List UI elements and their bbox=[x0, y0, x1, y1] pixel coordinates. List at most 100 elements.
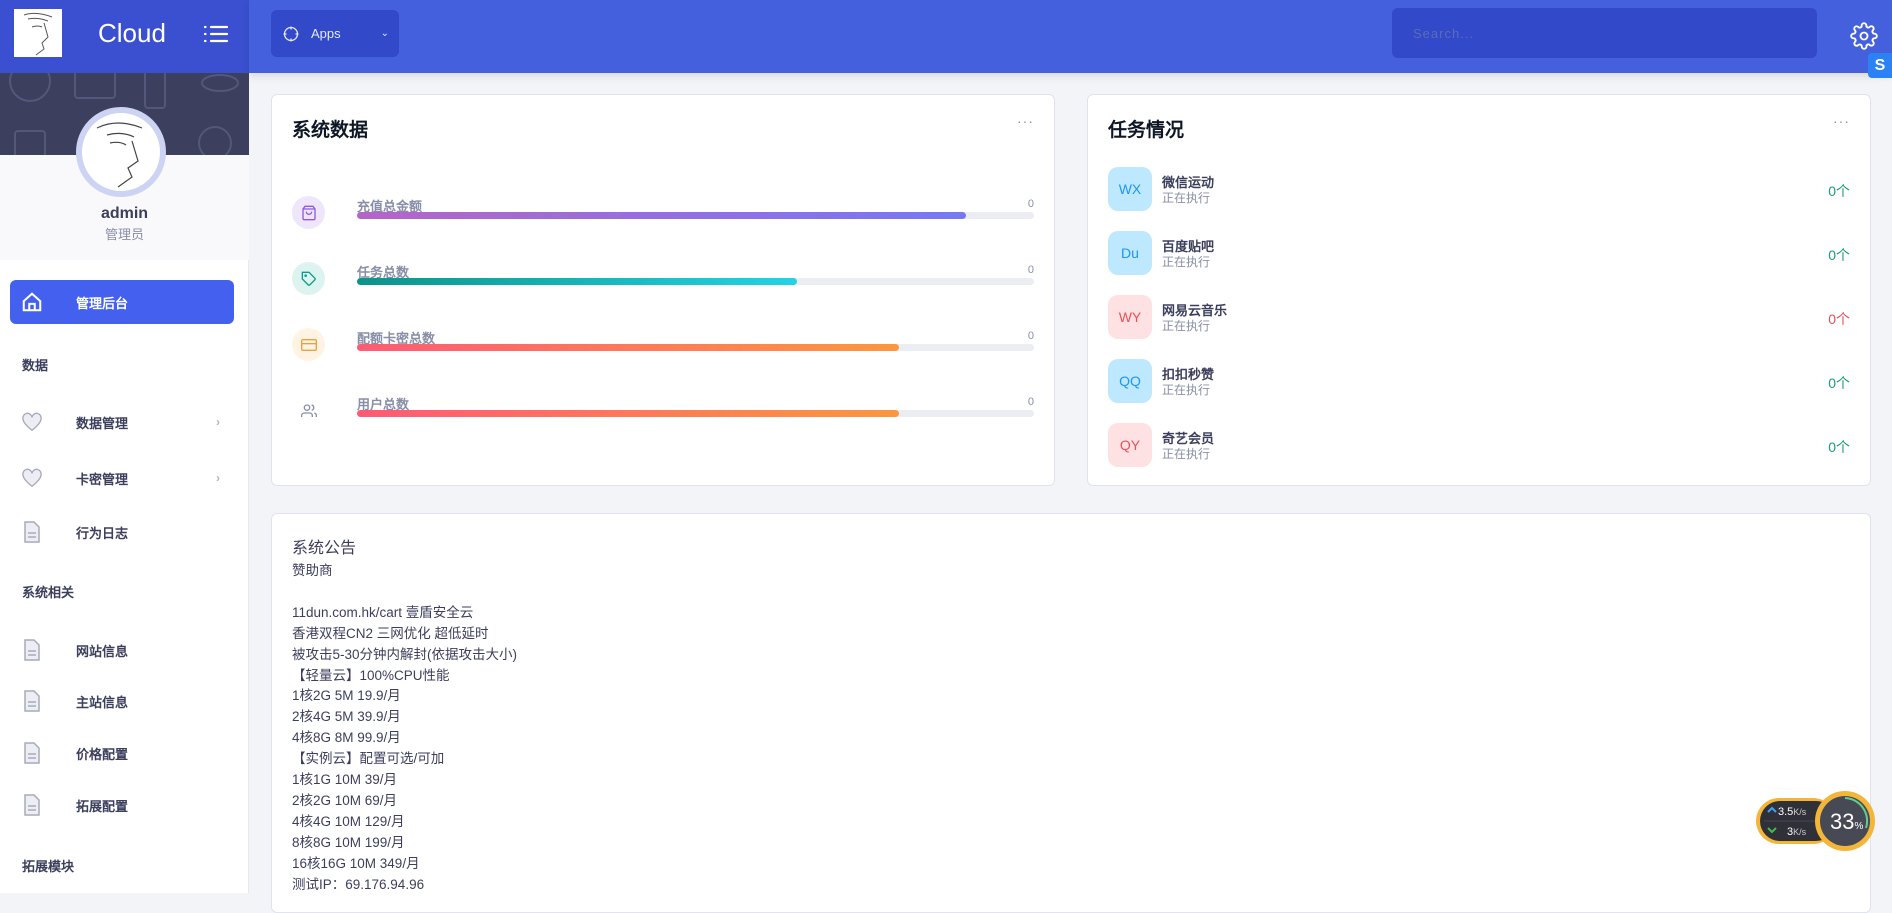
notice-line: 2核4G 5M 39.9/月 bbox=[292, 709, 401, 725]
sidebar-item[interactable]: 数据管理 › bbox=[10, 400, 234, 444]
avatar[interactable] bbox=[76, 107, 166, 197]
menu-toggle-icon[interactable] bbox=[203, 24, 229, 44]
extension-badge[interactable]: S bbox=[1868, 53, 1892, 78]
sidebar-item[interactable]: 拓展配置 bbox=[10, 783, 234, 827]
tag-icon bbox=[292, 262, 325, 295]
sidebar-section-title: 系统相关 bbox=[22, 585, 75, 600]
sidebar-item[interactable]: 价格配置 bbox=[10, 731, 234, 775]
task-name: 微信运动 bbox=[1162, 175, 1215, 190]
sidebar-item[interactable]: 主站信息 bbox=[10, 679, 234, 723]
heart-icon bbox=[20, 468, 44, 488]
task-avatar: QY bbox=[1108, 423, 1152, 467]
task-status-card: 任务情况 ··· WX 微信运动 正在执行 0个 Du 百度贴吧 正在执行 0个 W… bbox=[1087, 94, 1871, 486]
more-options-icon[interactable]: ··· bbox=[1017, 113, 1034, 129]
notice-line: 2核2G 10M 69/月 bbox=[292, 792, 398, 808]
chevron-right-icon: › bbox=[216, 471, 220, 485]
stat-value: 0 bbox=[1027, 198, 1034, 210]
sidebar-section-title: 数据 bbox=[22, 358, 49, 373]
task-count: 0个 bbox=[1828, 439, 1850, 455]
progress-fill bbox=[357, 278, 798, 285]
stat-row: 用户总数 0 bbox=[292, 394, 1034, 434]
notice-line: 11dun.com.hk/cart 壹盾安全云 bbox=[292, 604, 474, 620]
notice-line: 【轻量云】100%CPU性能 bbox=[292, 667, 450, 683]
sidebar-item-dashboard[interactable]: 管理后台 bbox=[10, 280, 234, 324]
stat-row: 充值总金额 0 bbox=[292, 196, 1034, 236]
gear-icon[interactable] bbox=[1850, 22, 1878, 50]
task-count: 0个 bbox=[1828, 311, 1850, 327]
task-status: 正在执行 bbox=[1162, 255, 1211, 269]
notice-title: 系统公告 bbox=[292, 540, 357, 557]
sidebar-item-label: 价格配置 bbox=[76, 746, 129, 762]
system-notice-card: 系统公告 赞助商 11dun.com.hk/cart 壹盾安全云 香港双程CN2 三… bbox=[271, 513, 1871, 913]
sidebar-item[interactable]: 卡密管理 › bbox=[10, 456, 234, 500]
file-icon bbox=[20, 742, 44, 764]
file-icon bbox=[20, 690, 44, 712]
stat-label: 任务总数 bbox=[357, 265, 410, 280]
task-row[interactable]: Du 百度贴吧 正在执行 0个 bbox=[1108, 231, 1850, 275]
card-title: 系统数据 bbox=[292, 120, 369, 141]
heart-icon bbox=[20, 412, 44, 432]
credit-card-icon bbox=[292, 328, 325, 361]
progress-track bbox=[357, 410, 1034, 417]
stat-row: 配额卡密总数 0 bbox=[292, 328, 1034, 368]
stat-value: 0 bbox=[1027, 330, 1034, 342]
file-icon bbox=[20, 521, 44, 543]
task-status: 正在执行 bbox=[1162, 447, 1211, 461]
progress-track bbox=[357, 344, 1034, 351]
progress-track bbox=[357, 278, 1034, 285]
sidebar-item-label: 管理后台 bbox=[76, 295, 129, 311]
more-options-icon[interactable]: ··· bbox=[1833, 113, 1850, 129]
file-icon bbox=[20, 794, 44, 816]
stat-label: 用户总数 bbox=[357, 397, 410, 412]
search-input[interactable] bbox=[1392, 8, 1817, 58]
notice-line: 【实例云】配置可选/可加 bbox=[292, 751, 445, 767]
logo[interactable] bbox=[14, 9, 62, 57]
stat-label: 配额卡密总数 bbox=[357, 331, 436, 346]
notice-line: 4核4G 10M 129/月 bbox=[292, 813, 405, 829]
apps-dropdown[interactable]: Apps ⌄ bbox=[271, 10, 399, 57]
task-row[interactable]: WY 网易云音乐 正在执行 0个 bbox=[1108, 295, 1850, 339]
stat-label: 充值总金额 bbox=[357, 199, 423, 214]
chevron-right-icon: › bbox=[216, 415, 220, 429]
network-speed-widget[interactable]: 3.5K/s 3K/s 33% bbox=[1754, 790, 1876, 852]
task-count: 0个 bbox=[1828, 183, 1850, 199]
task-name: 奇艺会员 bbox=[1162, 431, 1215, 446]
download-speed: 3K/s bbox=[1787, 826, 1807, 838]
task-avatar: QQ bbox=[1108, 359, 1152, 403]
notice-line bbox=[292, 582, 517, 603]
users-icon bbox=[292, 394, 325, 427]
task-row[interactable]: QY 奇艺会员 正在执行 0个 bbox=[1108, 423, 1850, 467]
task-name: 扣扣秒赞 bbox=[1162, 367, 1215, 382]
sidebar-item[interactable]: 行为日志 bbox=[10, 510, 234, 554]
brand-name: Cloud bbox=[98, 18, 166, 48]
task-row[interactable]: WX 微信运动 正在执行 0个 bbox=[1108, 167, 1850, 211]
home-icon bbox=[20, 291, 44, 313]
notice-line: 4核8G 8M 99.9/月 bbox=[292, 730, 401, 746]
task-row[interactable]: QQ 扣扣秒赞 正在执行 0个 bbox=[1108, 359, 1850, 403]
progress-fill bbox=[357, 344, 899, 351]
sidebar-item-label: 行为日志 bbox=[76, 525, 129, 541]
sidebar-section-title: 拓展模块 bbox=[22, 859, 75, 874]
sidebar-item-label: 数据管理 bbox=[76, 415, 129, 431]
notice-line: 香港双程CN2 三网优化 超低延时 bbox=[292, 625, 489, 641]
file-icon bbox=[20, 639, 44, 661]
notice-line: 赞助商 bbox=[292, 563, 333, 578]
sidebar-item-label: 卡密管理 bbox=[76, 471, 129, 487]
notice-line: 1核2G 5M 19.9/月 bbox=[292, 688, 401, 704]
task-count: 0个 bbox=[1828, 247, 1850, 263]
task-avatar: WX bbox=[1108, 167, 1152, 211]
task-status: 正在执行 bbox=[1162, 383, 1211, 397]
user-role: 管理员 bbox=[104, 227, 144, 242]
task-status: 正在执行 bbox=[1162, 319, 1211, 333]
sidebar-item-label: 拓展配置 bbox=[76, 798, 129, 814]
shopping-bag-icon bbox=[292, 196, 325, 229]
notice-line: 8核8G 10M 199/月 bbox=[292, 834, 405, 850]
task-status: 正在执行 bbox=[1162, 191, 1211, 205]
task-avatar: WY bbox=[1108, 295, 1152, 339]
sidebar-item[interactable]: 网站信息 bbox=[10, 628, 234, 672]
system-data-card: 系统数据 ··· 充值总金额 0 任务总数 0 配额卡密总数 0 用户总数 0 bbox=[271, 94, 1055, 486]
sidebar-item-label: 网站信息 bbox=[76, 643, 129, 659]
notice-line: 16核16G 10M 349/月 bbox=[292, 855, 420, 871]
apps-label: Apps bbox=[311, 26, 341, 41]
progress-track bbox=[357, 212, 1034, 219]
